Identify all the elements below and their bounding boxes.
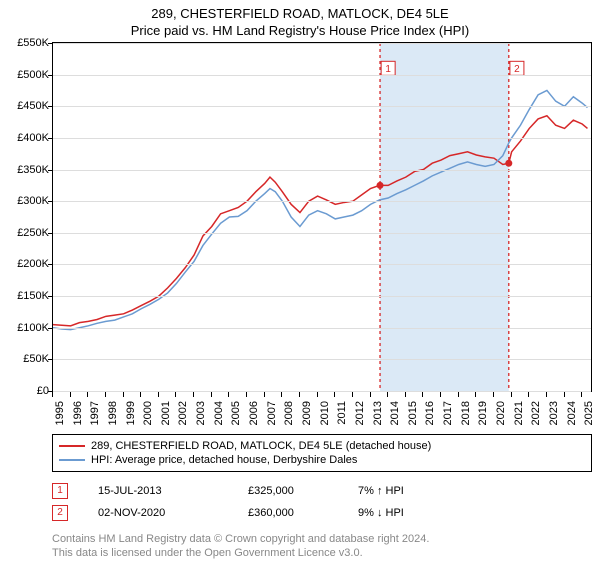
legend-swatch-hpi [59, 459, 85, 461]
x-tick-label: 2005 [228, 397, 242, 425]
y-tick-label: £0 [37, 385, 53, 397]
x-tick-label: 2004 [211, 397, 225, 425]
x-axis-ticks: 1995199619971998199920002001200220032004… [52, 392, 592, 430]
svg-text:1: 1 [385, 64, 391, 75]
x-tick-label: 2020 [493, 397, 507, 425]
legend-label-hpi: HPI: Average price, detached house, Derb… [91, 454, 357, 466]
sale-price-1: £325,000 [248, 485, 328, 497]
legend: 289, CHESTERFIELD ROAD, MATLOCK, DE4 5LE… [52, 434, 592, 472]
x-tick-label: 2010 [317, 397, 331, 425]
x-tick-label: 2006 [246, 397, 260, 425]
x-tick-label: 2015 [405, 397, 419, 425]
x-tick-label: 1999 [123, 397, 137, 425]
chart-area: 12 £0£50K£100K£150K£200K£250K£300K£350K£… [52, 42, 592, 392]
plot-region: 12 £0£50K£100K£150K£200K£250K£300K£350K£… [52, 42, 592, 392]
legend-item-hpi: HPI: Average price, detached house, Derb… [59, 453, 585, 467]
x-tick-label: 2008 [281, 397, 295, 425]
sale-row-2: 2 02-NOV-2020 £360,000 9% ↓ HPI [52, 502, 592, 524]
sale-price-2: £360,000 [248, 507, 328, 519]
x-tick-label: 2002 [175, 397, 189, 425]
sale-date-1: 15-JUL-2013 [98, 485, 218, 497]
svg-text:2: 2 [514, 64, 520, 75]
x-tick-label: 2018 [458, 397, 472, 425]
x-tick-label: 2007 [264, 397, 278, 425]
x-tick-label: 2009 [299, 397, 313, 425]
footer-line-2: This data is licensed under the Open Gov… [52, 546, 592, 560]
x-tick-label: 2019 [475, 397, 489, 425]
y-tick-label: £400K [17, 132, 53, 144]
x-tick-label: 2013 [370, 397, 384, 425]
y-tick-label: £250K [17, 227, 53, 239]
sale-hpi-1: 7% ↑ HPI [358, 485, 592, 497]
x-tick-label: 2000 [140, 397, 154, 425]
x-tick-label: 2012 [352, 397, 366, 425]
y-tick-label: £200K [17, 258, 53, 270]
legend-item-property: 289, CHESTERFIELD ROAD, MATLOCK, DE4 5LE… [59, 439, 585, 453]
legend-label-property: 289, CHESTERFIELD ROAD, MATLOCK, DE4 5LE… [91, 440, 431, 452]
footer: Contains HM Land Registry data © Crown c… [52, 532, 592, 561]
x-tick-label: 1996 [70, 397, 84, 425]
x-tick-label: 1995 [52, 397, 66, 425]
sale-row-1: 1 15-JUL-2013 £325,000 7% ↑ HPI [52, 480, 592, 502]
x-tick-label: 2014 [387, 397, 401, 425]
x-tick-label: 2021 [511, 397, 525, 425]
y-tick-label: £150K [17, 290, 53, 302]
sale-hpi-2: 9% ↓ HPI [358, 507, 592, 519]
chart-title: 289, CHESTERFIELD ROAD, MATLOCK, DE4 5LE [0, 0, 600, 21]
y-tick-label: £300K [17, 195, 53, 207]
x-tick-label: 2003 [193, 397, 207, 425]
chart-subtitle: Price paid vs. HM Land Registry's House … [0, 21, 600, 42]
x-tick-label: 2017 [440, 397, 454, 425]
y-tick-label: £550K [17, 37, 53, 49]
x-tick-label: 2024 [564, 397, 578, 425]
sales-table: 1 15-JUL-2013 £325,000 7% ↑ HPI 2 02-NOV… [52, 480, 592, 524]
x-tick-label: 1998 [105, 397, 119, 425]
sale-marker-2: 2 [52, 505, 68, 521]
y-tick-label: £350K [17, 164, 53, 176]
x-tick-label: 2023 [546, 397, 560, 425]
x-tick-label: 2001 [158, 397, 172, 425]
x-tick-label: 2025 [581, 397, 595, 425]
footer-line-1: Contains HM Land Registry data © Crown c… [52, 532, 592, 546]
sale-date-2: 02-NOV-2020 [98, 507, 218, 519]
x-tick-label: 2011 [334, 397, 348, 425]
y-tick-label: £100K [17, 322, 53, 334]
y-tick-label: £50K [23, 353, 53, 365]
sale-marker-1: 1 [52, 483, 68, 499]
x-tick-label: 1997 [87, 397, 101, 425]
x-tick-label: 2016 [422, 397, 436, 425]
x-tick-label: 2022 [528, 397, 542, 425]
y-tick-label: £500K [17, 69, 53, 81]
y-tick-label: £450K [17, 100, 53, 112]
legend-swatch-property [59, 445, 85, 447]
